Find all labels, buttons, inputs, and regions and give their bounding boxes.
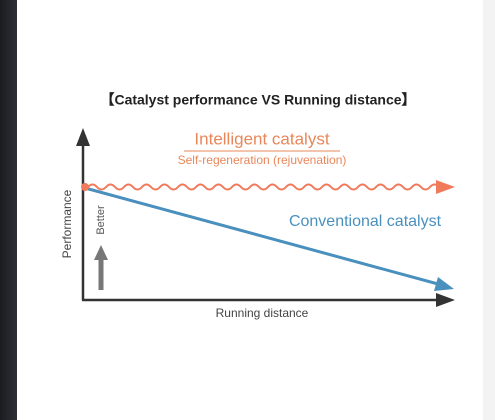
y-axis-label: Performance [60,189,74,258]
background [0,0,495,420]
diagram: 【Catalyst performance VS Running distanc… [0,0,495,420]
title: 【Catalyst performance VS Running distanc… [100,92,415,108]
intelligent-sublabel: Self-regeneration (rejuvenation) [178,153,347,167]
conventional-label: Conventional catalyst [289,213,442,230]
start-point [81,183,89,191]
x-axis-label: Running distance [216,306,309,320]
intelligent-label: Intelligent catalyst [194,129,329,148]
right-edge [483,0,495,420]
page: 【Catalyst performance VS Running distanc… [0,0,495,420]
better-label: Better [95,205,107,235]
left-edge [0,0,17,420]
